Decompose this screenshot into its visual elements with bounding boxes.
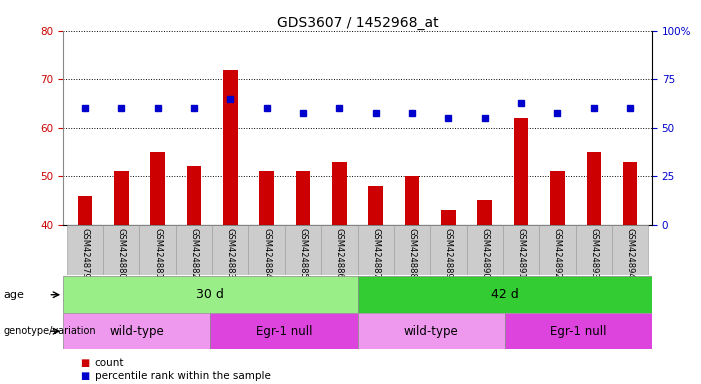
Bar <box>404 176 419 225</box>
Bar <box>358 225 394 275</box>
Bar <box>612 225 648 275</box>
Text: ■: ■ <box>81 371 90 381</box>
Text: ■: ■ <box>81 358 90 368</box>
Text: GSM424885: GSM424885 <box>299 228 308 278</box>
Bar <box>332 162 346 225</box>
Bar <box>505 313 652 349</box>
Text: wild-type: wild-type <box>109 325 164 338</box>
Bar <box>358 276 652 313</box>
Bar <box>394 225 430 275</box>
Text: GSM424886: GSM424886 <box>335 228 343 278</box>
Text: 30 d: 30 d <box>196 288 224 301</box>
Text: GSM424881: GSM424881 <box>153 228 162 278</box>
Bar <box>296 171 311 225</box>
Text: GSM424880: GSM424880 <box>117 228 125 278</box>
Bar <box>176 225 212 275</box>
Bar <box>539 225 576 275</box>
Text: GSM424884: GSM424884 <box>262 228 271 278</box>
Bar <box>78 195 92 225</box>
Bar <box>369 186 383 225</box>
Text: GSM424882: GSM424882 <box>189 228 198 278</box>
Bar <box>114 171 128 225</box>
Text: GSM424891: GSM424891 <box>517 228 526 278</box>
Text: percentile rank within the sample: percentile rank within the sample <box>95 371 271 381</box>
Text: GSM424889: GSM424889 <box>444 228 453 278</box>
Text: GSM424887: GSM424887 <box>372 228 380 278</box>
Bar <box>139 225 176 275</box>
Text: count: count <box>95 358 124 368</box>
Bar <box>63 313 210 349</box>
Bar <box>623 162 637 225</box>
Text: GSM424879: GSM424879 <box>81 228 90 278</box>
Bar <box>441 210 456 225</box>
Bar <box>503 225 539 275</box>
Bar <box>67 225 103 275</box>
Bar <box>358 313 505 349</box>
Bar <box>212 225 248 275</box>
Text: GSM424890: GSM424890 <box>480 228 489 278</box>
Title: GDS3607 / 1452968_at: GDS3607 / 1452968_at <box>277 16 438 30</box>
Bar <box>259 171 274 225</box>
Text: GSM424892: GSM424892 <box>553 228 562 278</box>
Bar <box>223 70 238 225</box>
Bar <box>587 152 601 225</box>
Text: Egr-1 null: Egr-1 null <box>550 325 606 338</box>
Bar <box>150 152 165 225</box>
Bar <box>550 171 565 225</box>
Bar <box>477 200 492 225</box>
Text: Egr-1 null: Egr-1 null <box>256 325 312 338</box>
Bar <box>285 225 321 275</box>
Bar <box>576 225 612 275</box>
Bar <box>63 276 358 313</box>
Bar <box>321 225 358 275</box>
Bar <box>430 225 467 275</box>
Bar <box>210 313 358 349</box>
Text: wild-type: wild-type <box>404 325 458 338</box>
Text: genotype/variation: genotype/variation <box>4 326 96 336</box>
Text: GSM424883: GSM424883 <box>226 228 235 278</box>
Text: GSM424888: GSM424888 <box>407 228 416 278</box>
Bar <box>186 167 201 225</box>
Text: age: age <box>4 290 25 300</box>
Text: GSM424893: GSM424893 <box>590 228 598 278</box>
Bar <box>467 225 503 275</box>
Text: 42 d: 42 d <box>491 288 519 301</box>
Bar <box>514 118 529 225</box>
Bar <box>103 225 139 275</box>
Text: GSM424894: GSM424894 <box>625 228 634 278</box>
Bar <box>248 225 285 275</box>
